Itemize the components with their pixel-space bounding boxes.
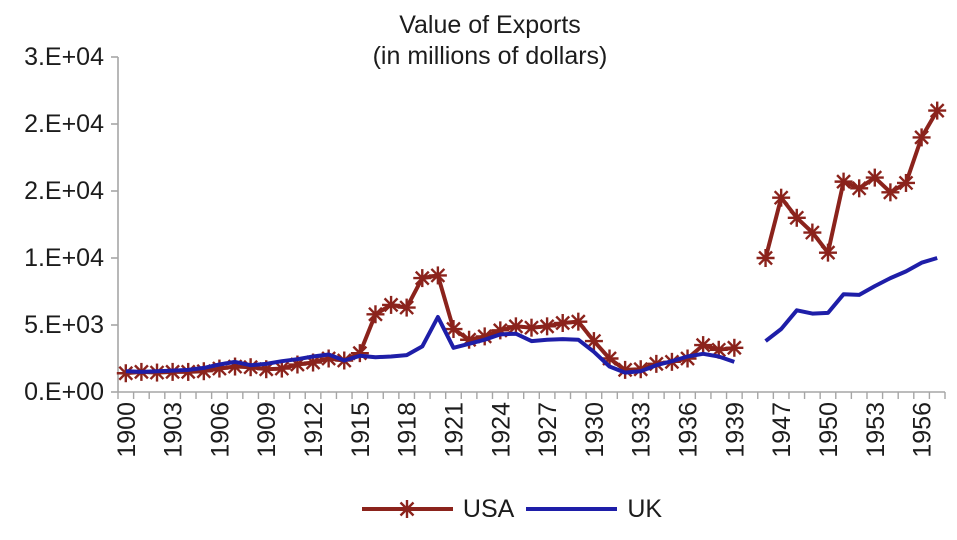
x-tick-label: 1909 xyxy=(253,402,281,458)
uk-line xyxy=(125,315,735,375)
usa-star-marker xyxy=(865,168,884,187)
usa-star-marker xyxy=(694,336,713,355)
usa-star-marker xyxy=(522,318,541,337)
x-tick-label: 1918 xyxy=(394,402,422,458)
usa-star-marker xyxy=(709,340,728,359)
legend-item-usa: USA xyxy=(360,495,514,524)
uk-line-icon xyxy=(526,507,618,511)
usa-star-marker xyxy=(818,243,837,262)
usa-star-marker xyxy=(787,208,806,227)
usa-star-marker xyxy=(928,101,947,120)
usa-star-marker xyxy=(756,249,775,267)
x-tick-label: 1927 xyxy=(534,402,562,458)
uk-series xyxy=(125,256,938,375)
x-tick-label: 1936 xyxy=(675,402,703,458)
x-tick-label: 1924 xyxy=(487,402,515,458)
usa-star-marker xyxy=(834,172,853,191)
usa-star-marker xyxy=(553,313,572,332)
usa-star-marker xyxy=(896,173,915,192)
usa-star-marker xyxy=(725,338,744,357)
usa-star-marker xyxy=(413,269,432,288)
usa-star-marker xyxy=(772,188,791,207)
chart-title-line1: Value of Exports xyxy=(399,11,581,39)
usa-star-marker xyxy=(366,305,385,324)
usa-star-marker xyxy=(428,266,447,285)
x-tick-label: 1953 xyxy=(862,402,890,458)
x-tick-label: 1939 xyxy=(721,402,749,458)
x-tick-label: 1921 xyxy=(440,402,468,458)
usa-line xyxy=(125,273,735,376)
legend-item-uk: UK xyxy=(524,495,662,524)
usa-star-marker xyxy=(241,358,260,377)
uk-line xyxy=(764,256,938,343)
y-tick-label: 0.E+00 xyxy=(24,378,104,406)
y-tick-label: 2.E+04 xyxy=(24,110,104,138)
legend: USA UK xyxy=(65,492,957,526)
y-tick-label: 3.E+04 xyxy=(24,43,104,71)
legend-label-uk: UK xyxy=(627,494,663,523)
usa-star-marker xyxy=(569,312,588,331)
usa-star-marker xyxy=(444,320,463,339)
x-tick-label: 1956 xyxy=(909,402,937,458)
chart-title: Value of Exports (in millions of dollars… xyxy=(24,10,956,72)
usa-line-star-icon xyxy=(361,500,453,518)
x-tick-label: 1912 xyxy=(300,402,328,458)
y-tick-label: 5.E+03 xyxy=(24,311,104,339)
chart-title-line2: (in millions of dollars) xyxy=(372,42,608,70)
x-tick-label: 1903 xyxy=(160,402,188,458)
usa-star-marker xyxy=(803,223,822,242)
usa-star-marker xyxy=(584,332,603,351)
usa-star-marker xyxy=(350,344,369,363)
usa-star-marker xyxy=(912,128,931,147)
usa-star-marker xyxy=(538,317,557,336)
usa-star-marker xyxy=(272,359,291,378)
y-tick-label: 2.E+04 xyxy=(24,177,104,205)
y-tick-label: 1.E+04 xyxy=(24,244,104,272)
usa-line xyxy=(763,109,939,259)
x-tick-label: 1930 xyxy=(581,402,609,458)
x-tick-label: 1933 xyxy=(628,402,656,458)
x-tick-label: 1915 xyxy=(347,402,375,458)
x-tick-label: 1900 xyxy=(113,402,141,458)
usa-star-marker xyxy=(382,295,401,314)
usa-star-marker xyxy=(881,183,900,202)
x-tick-label: 1906 xyxy=(206,402,234,458)
x-tick-label: 1947 xyxy=(768,402,796,458)
usa-star-marker xyxy=(850,179,869,198)
x-tick-label: 1950 xyxy=(815,402,843,458)
legend-label-usa: USA xyxy=(462,494,515,523)
usa-star-marker xyxy=(397,298,416,317)
